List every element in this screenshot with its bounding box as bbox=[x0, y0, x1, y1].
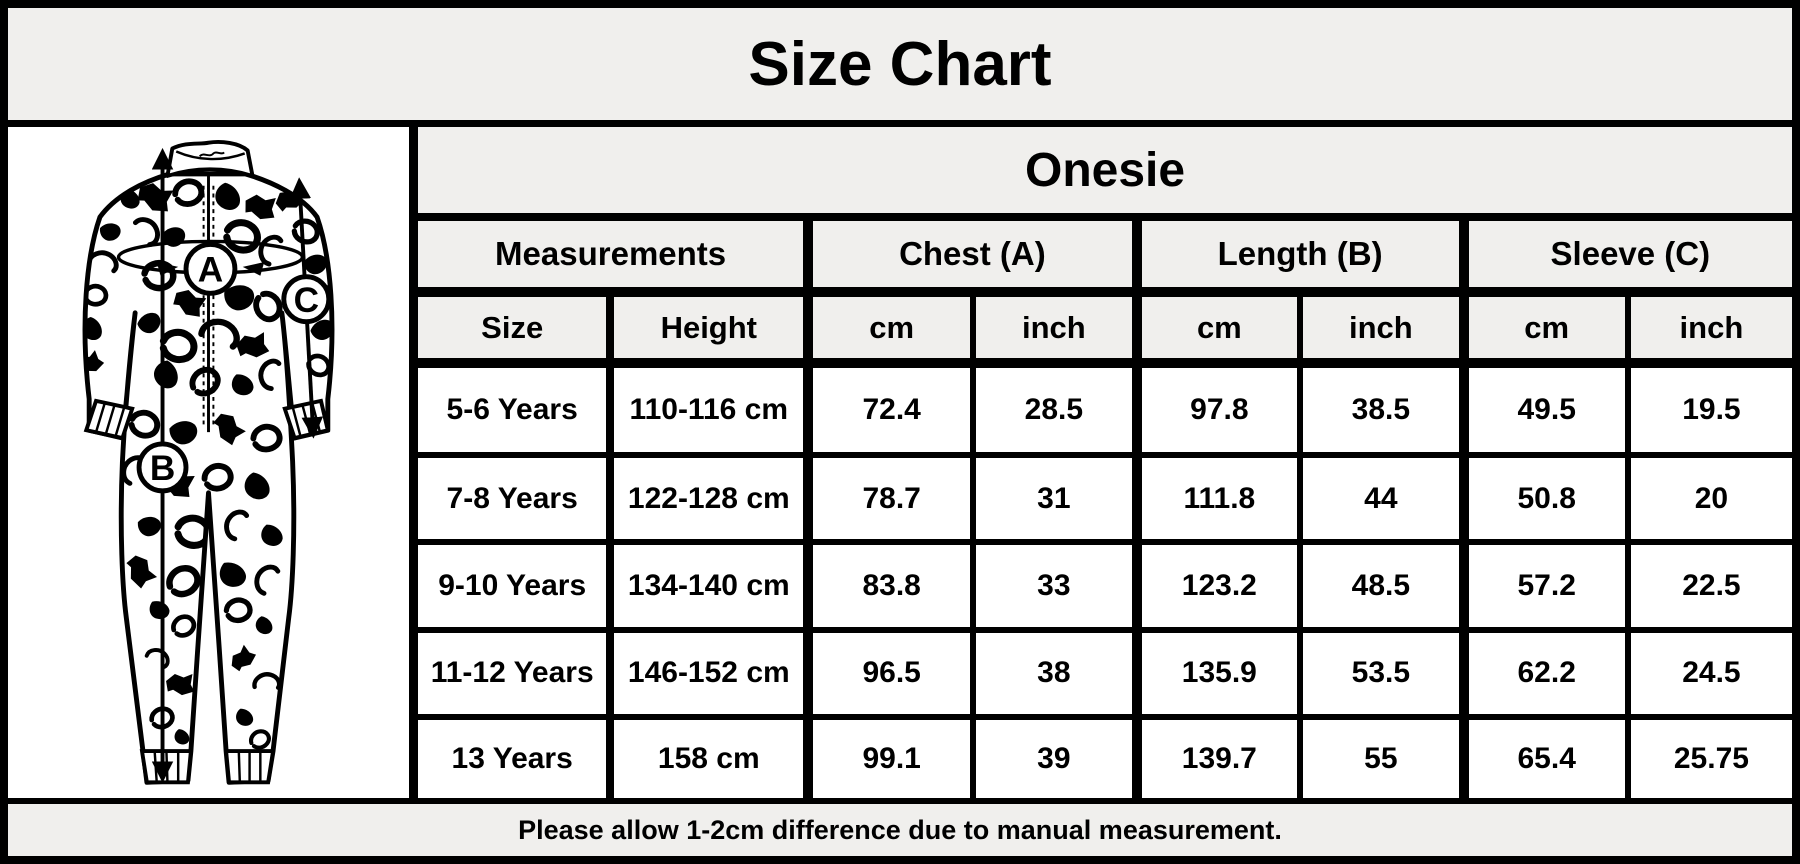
size-cell: 13 Years bbox=[418, 714, 614, 798]
table-row: 13 Years 158 cm 99.1 39 139.7 55 65.4 25… bbox=[418, 714, 1793, 798]
chest-inch-cell: 28.5 bbox=[970, 360, 1140, 458]
sleeve-cm-cell: 50.8 bbox=[1458, 451, 1631, 546]
brand-label bbox=[198, 151, 225, 158]
measurement-disclaimer: Please allow 1-2cm difference due to man… bbox=[518, 814, 1282, 845]
page-title: Size Chart bbox=[748, 29, 1052, 99]
length-inch-cell: 55 bbox=[1297, 714, 1467, 798]
chest-inch-cell: 39 bbox=[970, 714, 1140, 798]
height-cell: 122-128 cm bbox=[606, 451, 812, 546]
group-header-row: Measurements Chest (A) Length (B) Sleeve… bbox=[418, 214, 1793, 297]
chest-inch-cell: 33 bbox=[970, 539, 1140, 633]
table-row: 11-12 Years 146-152 cm 96.5 38 135.9 53.… bbox=[418, 626, 1793, 721]
col-header-sleeve-cm: cm bbox=[1458, 289, 1631, 368]
col-header-chest-cm: cm bbox=[803, 289, 977, 368]
length-cm-cell: 111.8 bbox=[1131, 451, 1304, 546]
product-name: Onesie bbox=[418, 127, 1793, 221]
sleeve-cm-cell: 65.4 bbox=[1458, 714, 1631, 798]
col-header-sleeve-inch: inch bbox=[1624, 289, 1793, 368]
chest-cm-cell: 72.4 bbox=[803, 360, 977, 458]
length-cm-cell: 97.8 bbox=[1131, 360, 1304, 458]
length-cm-cell: 135.9 bbox=[1131, 626, 1304, 721]
length-inch-cell: 53.5 bbox=[1297, 626, 1467, 721]
sleeve-cm-cell: 49.5 bbox=[1458, 360, 1631, 458]
group-header-sleeve: Sleeve (C) bbox=[1458, 214, 1793, 297]
height-cell: 134-140 cm bbox=[606, 539, 812, 633]
group-header-measurements: Measurements bbox=[418, 214, 812, 297]
table-row: 9-10 Years 134-140 cm 83.8 33 123.2 48.5… bbox=[418, 539, 1793, 633]
collar bbox=[165, 140, 255, 178]
chest-cm-cell: 96.5 bbox=[803, 626, 977, 721]
product-header-row: Onesie bbox=[418, 127, 1793, 221]
size-table: Onesie Measurements Chest (A) Length (B)… bbox=[418, 127, 1793, 798]
size-table-container: Onesie Measurements Chest (A) Length (B)… bbox=[418, 127, 1793, 798]
label-b: B bbox=[150, 449, 175, 488]
chest-inch-cell: 31 bbox=[970, 451, 1140, 546]
length-inch-cell: 38.5 bbox=[1297, 360, 1467, 458]
sleeve-cm-cell: 62.2 bbox=[1458, 626, 1631, 721]
label-a: A bbox=[198, 251, 223, 290]
sleeve-cm-cell: 57.2 bbox=[1458, 539, 1631, 633]
sleeve-inch-cell: 20 bbox=[1624, 451, 1793, 546]
length-inch-cell: 48.5 bbox=[1297, 539, 1467, 633]
height-cell: 110-116 cm bbox=[606, 360, 812, 458]
col-header-length-inch: inch bbox=[1297, 289, 1467, 368]
sub-header-row: Size Height cm inch cm inch cm inch bbox=[418, 289, 1793, 368]
figure-panel: A B C bbox=[8, 127, 418, 798]
group-header-chest: Chest (A) bbox=[803, 214, 1140, 297]
table-row: 7-8 Years 122-128 cm 78.7 31 111.8 44 50… bbox=[418, 451, 1793, 546]
measure-labels: A B C bbox=[136, 241, 332, 494]
group-header-length: Length (B) bbox=[1131, 214, 1467, 297]
col-header-length-cm: cm bbox=[1131, 289, 1304, 368]
chest-cm-cell: 83.8 bbox=[803, 539, 977, 633]
length-cm-cell: 139.7 bbox=[1131, 714, 1304, 798]
col-header-size: Size bbox=[418, 289, 614, 368]
zipper bbox=[202, 175, 215, 433]
sleeve-inch-cell: 19.5 bbox=[1624, 360, 1793, 458]
col-header-chest-inch: inch bbox=[970, 289, 1140, 368]
size-cell: 7-8 Years bbox=[418, 451, 614, 546]
label-c: C bbox=[294, 281, 319, 320]
size-cell: 9-10 Years bbox=[418, 539, 614, 633]
height-cell: 158 cm bbox=[606, 714, 812, 798]
onesie-measurement-diagram: A B C bbox=[8, 140, 409, 798]
length-cm-cell: 123.2 bbox=[1131, 539, 1304, 633]
size-cell: 5-6 Years bbox=[418, 360, 614, 458]
chest-inch-cell: 38 bbox=[970, 626, 1140, 721]
table-row: 5-6 Years 110-116 cm 72.4 28.5 97.8 38.5… bbox=[418, 360, 1793, 458]
length-inch-cell: 44 bbox=[1297, 451, 1467, 546]
chest-cm-cell: 99.1 bbox=[803, 714, 977, 798]
title-bar: Size Chart bbox=[8, 8, 1792, 127]
height-cell: 146-152 cm bbox=[606, 626, 812, 721]
col-header-height: Height bbox=[606, 289, 812, 368]
sleeve-inch-cell: 22.5 bbox=[1624, 539, 1793, 633]
size-cell: 11-12 Years bbox=[418, 626, 614, 721]
sleeve-inch-cell: 24.5 bbox=[1624, 626, 1793, 721]
chest-cm-cell: 78.7 bbox=[803, 451, 977, 546]
main-content: A B C Onesie bbox=[8, 127, 1793, 804]
sleeve-inch-cell: 25.75 bbox=[1624, 714, 1793, 798]
footer-note-bar: Please allow 1-2cm difference due to man… bbox=[8, 804, 1792, 856]
